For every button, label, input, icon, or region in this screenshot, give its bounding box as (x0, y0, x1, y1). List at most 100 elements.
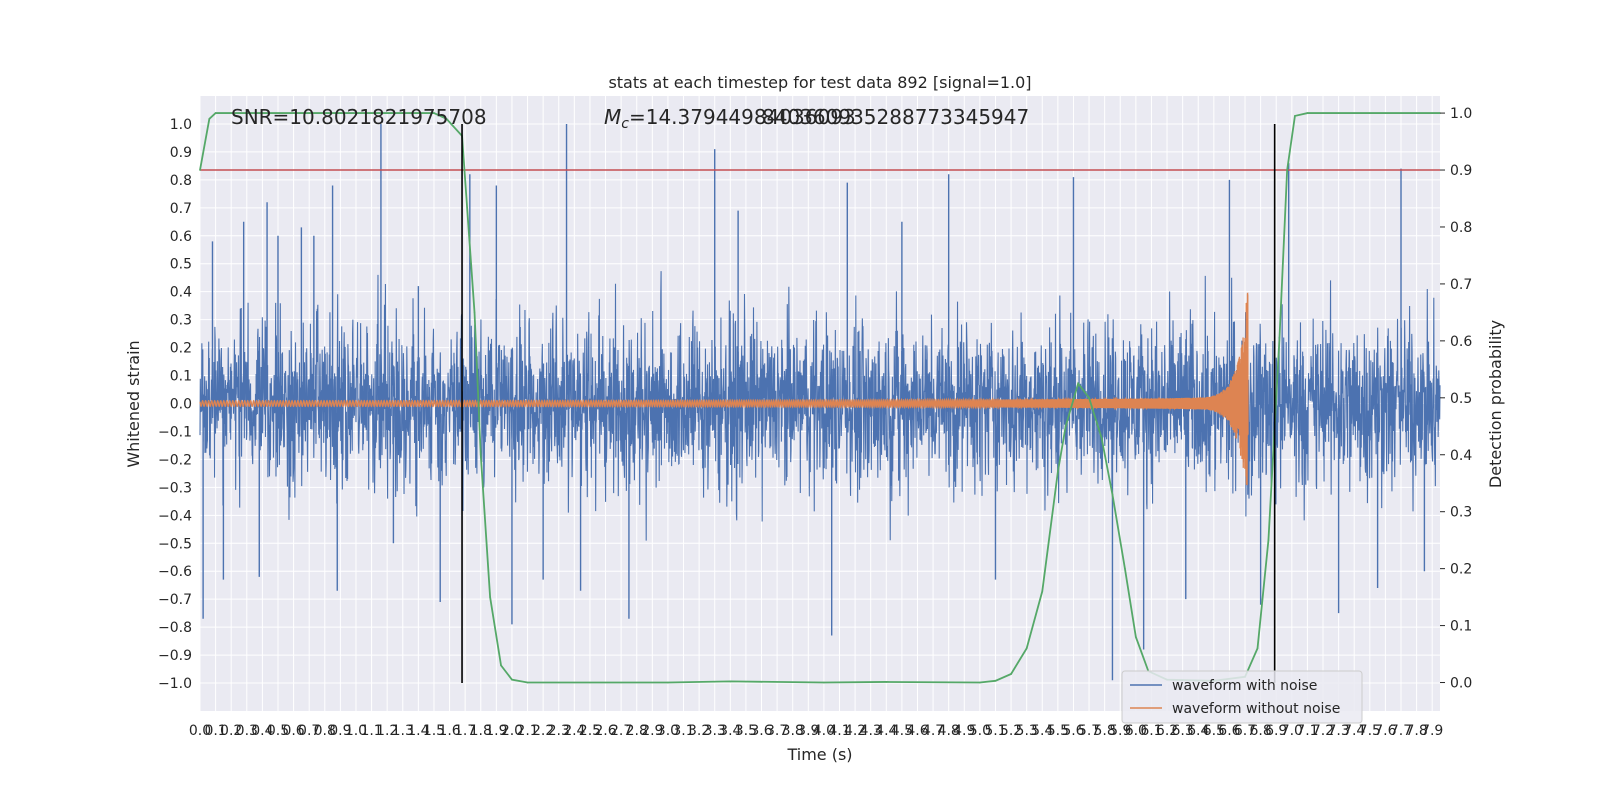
y-tick-label: −0.8 (158, 620, 192, 636)
x-tick-label: 2.8 (626, 723, 648, 739)
y-tick-label: 0.8 (170, 173, 192, 189)
y2-tick-label: 0.2 (1450, 562, 1472, 578)
probability-point (667, 681, 669, 684)
y-tick-label: −0.1 (158, 424, 192, 440)
probability-point (473, 311, 476, 314)
x-tick-label: 7.3 (1327, 723, 1349, 739)
probability-point (245, 112, 248, 114)
x-tick-label: 0.6 (282, 723, 304, 739)
x-tick-label: 1.7 (454, 723, 476, 739)
x-tick-label: 5.3 (1016, 723, 1038, 739)
x-tick-label: 5.7 (1078, 723, 1100, 739)
probability-point (445, 117, 448, 120)
y2-tick-label: 0.6 (1450, 334, 1472, 350)
probability-point (1077, 382, 1079, 385)
x-tick-label: 6.0 (1125, 723, 1147, 739)
y-tick-label: 0.2 (170, 341, 192, 357)
tick-labels: 0.00.10.20.30.40.50.60.70.80.91.01.11.21… (158, 106, 1472, 739)
y-tick-label: 0.9 (170, 145, 192, 161)
x-tick-label: 6.5 (1203, 723, 1225, 739)
x-tick-label: 7.8 (1405, 723, 1427, 739)
vertical-markers (461, 123, 1276, 684)
y2-tick-label: 0.7 (1450, 277, 1472, 293)
x-tick-label: 3.7 (766, 723, 788, 739)
x-tick-label: 2.4 (563, 723, 585, 739)
x-tick-label: 4.7 (922, 723, 944, 739)
x-tick-label: 3.4 (719, 723, 741, 739)
probability-point (199, 169, 201, 171)
x-tick-label: 6.4 (1187, 723, 1209, 739)
x-tick-label: 1.3 (392, 723, 414, 739)
x-tick-label: 3.5 (735, 723, 757, 739)
probability-point (1306, 112, 1309, 114)
probability-point (1286, 169, 1288, 171)
mc-annotation: Mc=14.37944984036093 (604, 105, 856, 132)
probability-point (511, 678, 513, 681)
probability-point (1064, 425, 1067, 428)
x-tick-label: 7.5 (1359, 723, 1381, 739)
probability-point (1025, 647, 1028, 650)
y2-tick-label: 1.0 (1450, 106, 1472, 122)
x-tick-label: 3.2 (688, 723, 710, 739)
x-tick-label: 1.5 (423, 723, 445, 739)
probability-point (1256, 647, 1259, 650)
x-tick-label: 3.9 (797, 723, 819, 739)
x-tick-label: 5.8 (1094, 723, 1116, 739)
x-tick-label: 2.7 (610, 723, 632, 739)
x-tick-label: 6.6 (1218, 723, 1240, 739)
probability-point (214, 112, 217, 114)
noisy-waveform-line (199, 271, 1441, 541)
x-tick-label: 0.9 (329, 723, 351, 739)
x-tick-label: 7.2 (1312, 723, 1334, 739)
x-tick-label: 6.3 (1172, 723, 1194, 739)
legend-box (1121, 670, 1363, 724)
y-tick-label: −0.6 (158, 564, 192, 580)
x-tick-label: 4.9 (953, 723, 975, 739)
probability-point (1267, 539, 1270, 541)
x-tick-label: 4.0 (813, 723, 835, 739)
legend-label-noisy: waveform with noise (1172, 678, 1317, 694)
x-tick-label: 7.0 (1281, 723, 1303, 739)
x-tick-label: 3.1 (672, 723, 694, 739)
y2-tick-label: 0.5 (1450, 391, 1472, 407)
x-tick-label: 6.9 (1265, 723, 1287, 739)
y2-tick-label: 0.4 (1450, 448, 1472, 464)
x-tick-label: 1.8 (470, 723, 492, 739)
x-tick-label: 5.2 (1000, 723, 1022, 739)
probability-point (489, 596, 491, 598)
x-tick-label: 1.0 (345, 723, 367, 739)
x-tick-label: 4.3 (860, 723, 882, 739)
mc-overlap-annotation: 840360935288773345947 (762, 105, 1029, 129)
y2-tick-label: 0.8 (1450, 220, 1472, 236)
x-tick-label: 0.2 (220, 723, 242, 739)
probability-point (479, 453, 482, 456)
x-tick-label: 5.4 (1031, 723, 1053, 739)
probability-point (526, 681, 529, 684)
probability-point (500, 664, 502, 667)
y-tick-label: −0.3 (158, 480, 192, 496)
x-tick-label: 0.5 (267, 723, 289, 739)
probability-point (1111, 493, 1114, 496)
x-tick-label: 6.2 (1156, 723, 1178, 739)
x-tick-label: 7.6 (1374, 723, 1396, 739)
y-tick-label: 0.6 (170, 229, 192, 245)
x-tick-label: 0.8 (314, 723, 336, 739)
x-tick-label: 2.5 (579, 723, 601, 739)
y-tick-label: 0.1 (170, 369, 192, 385)
y-axis-label: Whitened strain (124, 340, 143, 467)
probability-point (994, 680, 997, 682)
x-tick-label: 2.0 (501, 723, 523, 739)
probability-point (1278, 340, 1281, 342)
probability-point (1057, 471, 1059, 473)
y-tick-label: −0.2 (158, 452, 192, 468)
x-tick-label: 1.2 (376, 723, 398, 739)
y2-tick-label: 0.9 (1450, 163, 1472, 179)
x-tick-label: 0.3 (236, 723, 258, 739)
clean-waveform-line (199, 292, 1249, 486)
x-tick-label: 7.4 (1343, 723, 1365, 739)
probability-point (823, 681, 825, 684)
probability-point (1294, 115, 1296, 117)
x-tick-label: 5.5 (1047, 723, 1069, 739)
y-tick-label: −1.0 (158, 676, 192, 692)
x-tick-label: 3.8 (782, 723, 804, 739)
